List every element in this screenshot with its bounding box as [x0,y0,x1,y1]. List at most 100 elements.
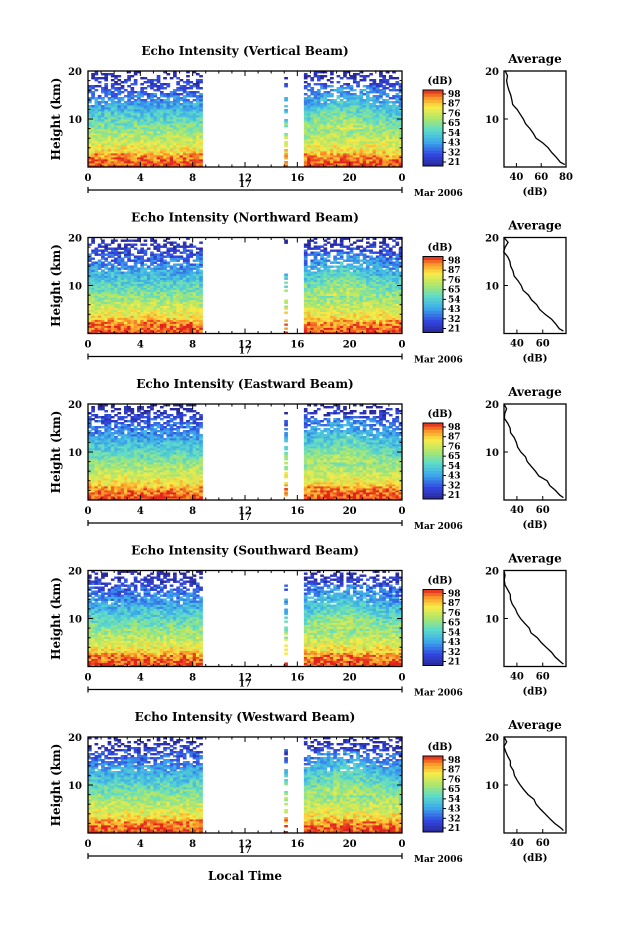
heatmap-cell [97,285,102,288]
heatmap-cell [156,115,161,118]
heatmap-cell [388,121,393,124]
heatmap-cell [343,245,347,248]
heatmap-cell [123,155,128,158]
heatmap-cell [199,109,203,112]
heatmap-cell [123,327,128,330]
heatmap-cell [153,99,158,102]
heatmap-cell [307,89,311,92]
heatmap-cell [382,105,387,108]
heatmap-cell [320,151,324,154]
heatmap-cell [91,107,95,110]
heatmap-cell [91,157,95,160]
heatmap-cell [310,147,315,150]
heatmap-cell [143,137,148,140]
heatmap-cell [133,151,138,154]
heatmap-cell [372,135,377,138]
heatmap-cell [101,289,105,292]
heatmap-cell [159,129,164,132]
heatmap-cell [127,269,131,272]
heatmap-cell [117,271,122,274]
heatmap-cell [392,101,396,104]
heatmap-cell [343,91,347,94]
heatmap-cell [143,331,148,334]
heatmap-cell [120,283,125,286]
heatmap-cell [173,275,177,278]
heatmap-cell [114,303,118,306]
heatmap-cell [143,165,148,168]
heatmap-cell [366,99,370,102]
heatmap-cell [137,299,141,302]
heatmap-cell [395,159,400,162]
heatmap-cell [140,311,144,314]
heatmap-cell [117,327,122,330]
heatmap-cell [372,79,377,82]
heatmap-cell [199,157,203,160]
heatmap-cell [166,155,171,158]
heatmap-cell [143,107,148,110]
heatmap-cell [133,255,138,258]
heatmap-cell [182,141,187,144]
heatmap-cell [199,133,203,136]
heatmap-cell [192,123,197,126]
heatmap-cell [362,157,367,160]
heatmap-cell [143,119,148,122]
heatmap-cell [310,143,315,146]
heatmap-cell [182,127,187,130]
heatmap-cell [130,253,135,256]
heatmap-cell [120,317,125,320]
heatmap-cell [336,157,341,160]
heatmap-cell [120,103,125,106]
heatmap-cell [339,103,344,106]
heatmap-cell [173,109,177,112]
heatmap-cell [104,101,109,104]
heatmap-cell [349,117,354,120]
heatmap-cell [307,165,311,168]
heatmap-cell [359,79,364,82]
heatmap-cell [94,135,99,138]
heatmap-cell [199,139,203,142]
heatmap-cell [359,139,364,142]
heatmap-cell [104,299,109,302]
heatmap-cell [382,107,387,110]
heatmap-cell [320,77,324,80]
heatmap-cell [101,149,105,152]
heatmap-cell [310,149,315,152]
heatmap-cell [379,97,383,100]
heatmap-cell [88,133,92,136]
heatmap-cell [91,121,95,124]
heatmap-cell [323,101,328,104]
heatmap-cell [97,267,102,270]
heatmap-cell [359,147,364,150]
heatmap-cell [156,267,161,270]
heatmap-cell [140,137,144,140]
heatmap-cell [107,131,112,134]
heatmap-cell [97,243,102,246]
heatmap-cell [117,251,122,254]
heatmap-cell [127,105,131,108]
heatmap-cell [326,93,331,96]
heatmap-cell [362,127,367,130]
heatmap-cell [127,301,131,304]
heatmap-cell [333,157,337,160]
average-x-tick-label: 40 [509,172,523,183]
heatmap-cell [385,105,390,108]
panel: Echo Intensity (Northward Beam)1020Heigh… [49,211,567,366]
heatmap-cell [182,149,187,152]
heatmap-cell [104,95,109,98]
heatmap-cell [186,151,190,154]
heatmap-cell [117,323,122,326]
heatmap-cell [333,165,337,168]
heatmap-cell [316,117,321,120]
heatmap-cell [182,133,187,136]
heatmap-cell [97,149,102,152]
heatmap-cell [120,299,125,302]
heatmap-cell [189,155,194,158]
heatmap-cell [349,255,354,258]
heatmap-cell [323,111,328,114]
heatmap-cell [104,325,109,328]
heatmap-cell [94,143,99,146]
heatmap-cell [146,121,151,124]
heatmap-cell [186,75,190,78]
heatmap-cell [186,111,190,114]
colorbar-segment [423,96,443,100]
